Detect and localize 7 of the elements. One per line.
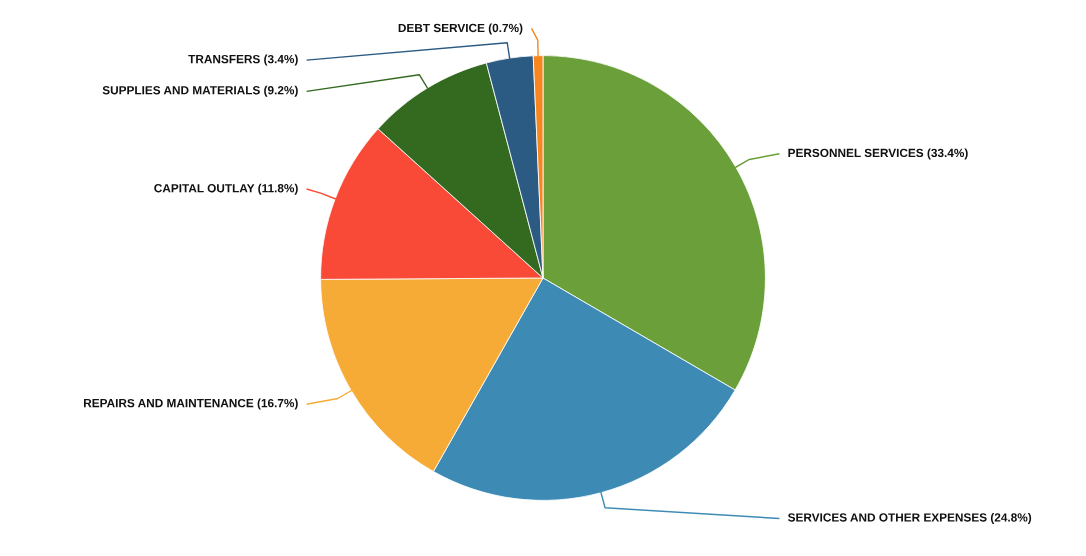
slice-label: SUPPLIES AND MATERIALS (9.2%): [102, 85, 298, 97]
slice-label: TRANSFERS (3.4%): [188, 54, 298, 66]
slice-label: PERSONNEL SERVICES (33.4%): [788, 148, 968, 160]
slice-label: DEBT SERVICE (0.7%): [398, 23, 523, 35]
slice-label: REPAIRS AND MAINTENANCE (16.7%): [84, 398, 298, 410]
slice-label: CAPITAL OUTLAY (11.8%): [154, 183, 298, 195]
slice-label: SERVICES AND OTHER EXPENSES (24.8%): [787, 512, 1032, 524]
